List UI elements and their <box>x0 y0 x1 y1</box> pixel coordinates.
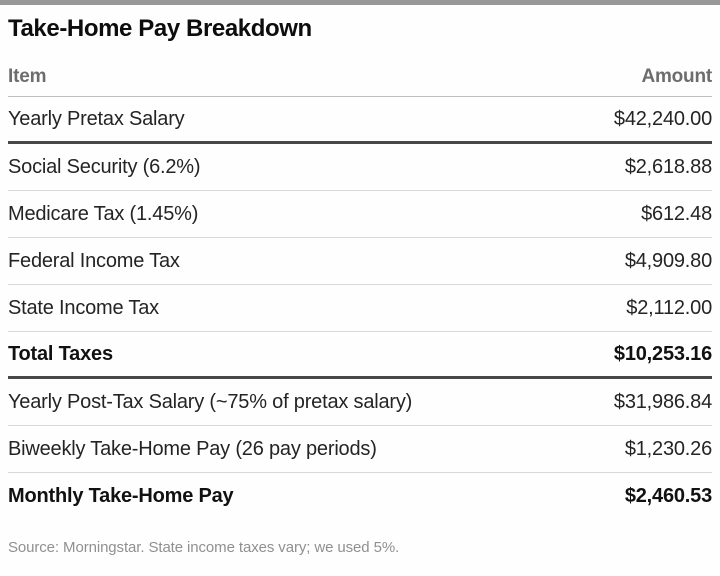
column-header-item: Item <box>8 66 47 87</box>
row-amount-value: $2,112.00 <box>626 296 712 319</box>
page-title: Take-Home Pay Breakdown <box>8 15 312 42</box>
row-item-label: Federal Income Tax <box>8 249 180 272</box>
table-row: Yearly Pretax Salary $42,240.00 <box>8 97 712 144</box>
source-note: Source: Morningstar. State income taxes … <box>8 539 400 556</box>
take-home-pay-table-panel: Take-Home Pay Breakdown Item Amount Year… <box>0 15 720 556</box>
row-item-label: Social Security (6.2%) <box>8 155 201 178</box>
row-amount-value: $1,230.26 <box>624 437 712 460</box>
row-item-label: Monthly Take-Home Pay <box>8 485 234 507</box>
top-accent-bar <box>0 0 720 5</box>
table-row-monthly-take-home-pay: Monthly Take-Home Pay $2,460.53 <box>8 473 712 520</box>
table-row: Biweekly Take-Home Pay (26 pay periods) … <box>8 426 712 473</box>
table-row: Medicare Tax (1.45%) $612.48 <box>8 191 712 238</box>
column-header-amount: Amount <box>641 66 712 87</box>
table-row: Social Security (6.2%) $2,618.88 <box>8 144 712 191</box>
table-header-row: Item Amount <box>8 66 712 97</box>
table-row-total-taxes: Total Taxes $10,253.16 <box>8 332 712 379</box>
row-amount-value: $31,986.84 <box>613 390 712 413</box>
row-item-label: Biweekly Take-Home Pay (26 pay periods) <box>8 437 377 460</box>
row-amount-value: $4,909.80 <box>624 249 712 272</box>
row-item-label: Yearly Pretax Salary <box>8 107 185 130</box>
row-amount-value: $2,618.88 <box>624 155 712 178</box>
table-row: Yearly Post-Tax Salary (~75% of pretax s… <box>8 379 712 426</box>
row-amount-value: $10,253.16 <box>613 342 712 365</box>
row-item-label: State Income Tax <box>8 296 159 319</box>
table-row: Federal Income Tax $4,909.80 <box>8 238 712 285</box>
row-item-label: Medicare Tax (1.45%) <box>8 202 199 225</box>
row-amount-value: $2,460.53 <box>624 485 712 507</box>
take-home-pay-table: Item Amount Yearly Pretax Salary $42,240… <box>8 66 712 520</box>
row-item-label: Total Taxes <box>8 342 113 365</box>
row-item-label: Yearly Post-Tax Salary (~75% of pretax s… <box>8 390 413 413</box>
table-row: State Income Tax $2,112.00 <box>8 285 712 332</box>
row-amount-value: $612.48 <box>641 202 712 225</box>
row-amount-value: $42,240.00 <box>613 107 712 130</box>
